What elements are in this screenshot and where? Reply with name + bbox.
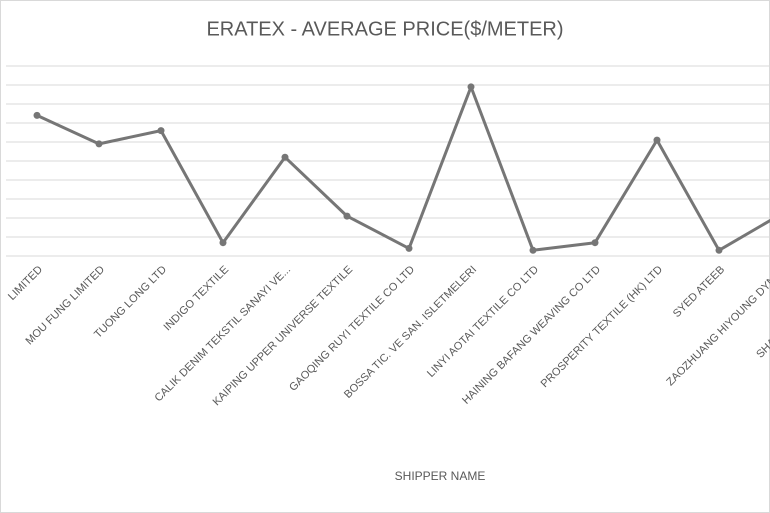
data-point <box>157 127 165 135</box>
data-point <box>467 83 475 91</box>
data-point <box>715 246 723 254</box>
data-point <box>33 111 41 119</box>
data-point <box>591 239 599 247</box>
data-point <box>405 244 413 252</box>
data-point <box>281 153 289 161</box>
data-point <box>95 140 103 148</box>
x-axis-title: SHIPPER NAME <box>395 469 486 483</box>
data-point <box>219 239 227 247</box>
data-point <box>529 246 537 254</box>
data-point <box>653 136 661 144</box>
chart-title: ERATEX - AVERAGE PRICE($/METER) <box>206 18 563 40</box>
data-point <box>343 212 351 220</box>
